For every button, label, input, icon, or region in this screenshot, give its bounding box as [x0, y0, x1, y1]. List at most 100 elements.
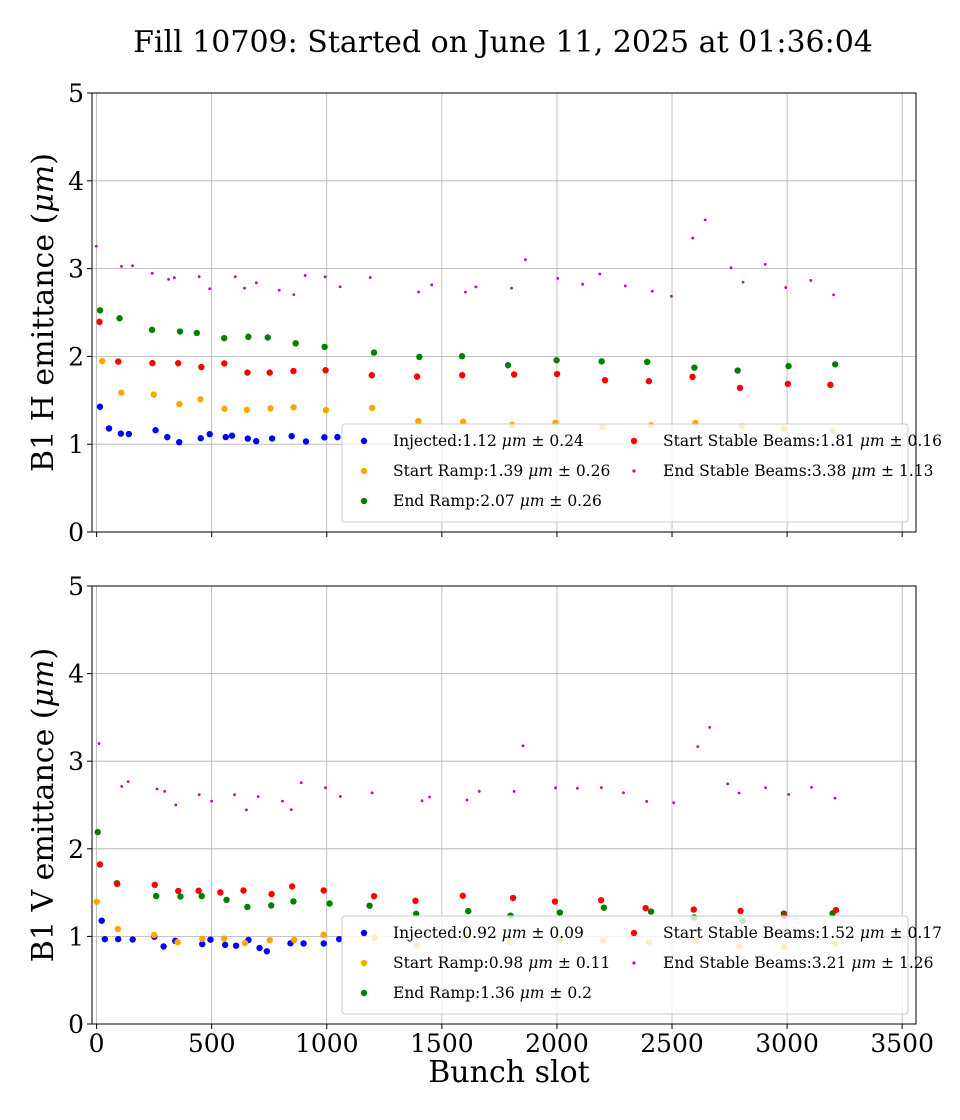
point-end-stable-beams: [464, 290, 467, 294]
legend-marker: [360, 497, 368, 505]
x-tick-label: 0: [89, 1029, 105, 1058]
y-tick-label: 2: [68, 835, 84, 864]
point-end-stable-beams: [556, 277, 560, 280]
point-start-stable-beams: [736, 384, 744, 392]
x-tick-label: 1500: [410, 1029, 474, 1058]
point-end-ramp: [148, 326, 156, 334]
point-end-stable-beams: [600, 786, 603, 790]
point-end-stable-beams: [97, 742, 101, 745]
point-injected: [302, 438, 310, 445]
point-end-ramp: [94, 828, 101, 836]
point-start-stable-beams: [509, 894, 517, 902]
point-end-stable-beams: [120, 784, 124, 788]
point-injected: [244, 435, 252, 442]
point-end-ramp: [366, 902, 373, 909]
x-tick-label: 3000: [755, 1029, 819, 1058]
point-end-stable-beams: [477, 789, 481, 793]
point-end-stable-beams: [832, 293, 835, 297]
y-axis-label: B1 H emittance (μm): [26, 153, 61, 472]
legend: Injected:1.12 μm ± 0.24 Start Ramp:1.39 μ…: [341, 423, 942, 523]
point-start-ramp: [199, 935, 206, 943]
point-end-stable-beams: [245, 808, 248, 812]
point-end-stable-beams: [338, 285, 342, 289]
point-end-stable-beams: [420, 799, 424, 803]
point-end-stable-beams: [120, 264, 123, 268]
point-injected: [129, 936, 136, 943]
point-end-ramp: [176, 328, 184, 335]
point-end-stable-beams: [299, 781, 303, 785]
point-end-ramp: [96, 307, 104, 314]
point-start-stable-beams: [149, 359, 156, 367]
point-end-stable-beams: [254, 281, 258, 285]
legend-label: End Stable Beams:3.21 μm ± 1.26: [663, 954, 933, 972]
point-injected: [335, 935, 343, 943]
legend-label: Start Ramp:1.39 μm ± 0.26: [393, 462, 610, 480]
point-start-ramp: [220, 935, 228, 942]
point-start-stable-beams: [412, 897, 419, 905]
legend-box: [341, 915, 909, 1015]
point-start-stable-beams: [827, 381, 834, 389]
point-injected: [101, 935, 109, 943]
point-end-stable-beams: [510, 286, 513, 290]
legend-marker: [360, 467, 368, 475]
point-start-ramp: [369, 404, 376, 412]
point-start-ramp: [267, 405, 274, 412]
legend-label: Injected:0.92 μm ± 0.09: [393, 924, 584, 942]
point-end-stable-beams: [810, 785, 813, 789]
figure-title: Fill 10709: Started on June 11, 2025 at …: [133, 25, 873, 60]
point-end-ramp: [153, 892, 160, 900]
legend-label: Start Stable Beams:1.81 μm ± 0.16: [663, 432, 942, 450]
point-start-stable-beams: [413, 373, 421, 380]
y-tick-label: 3: [68, 255, 84, 284]
point-end-ramp: [268, 902, 275, 909]
point-start-stable-beams: [645, 378, 653, 385]
point-end-stable-beams: [809, 279, 813, 282]
point-end-stable-beams: [243, 286, 246, 290]
point-start-stable-beams: [240, 887, 247, 894]
point-end-stable-beams: [256, 795, 260, 799]
point-start-ramp: [174, 938, 181, 946]
point-start-ramp: [241, 939, 249, 947]
point-end-stable-beams: [338, 795, 342, 798]
legend-marker: [632, 469, 636, 473]
point-injected: [175, 438, 183, 446]
point-start-stable-beams: [175, 887, 182, 895]
y-tick-label: 0: [68, 1010, 84, 1039]
y-tick-label: 5: [68, 572, 84, 601]
legend-label: Start Ramp:0.98 μm ± 0.11: [393, 954, 610, 972]
point-end-ramp: [647, 908, 655, 915]
point-start-stable-beams: [221, 360, 228, 367]
point-end-stable-beams: [150, 271, 154, 275]
x-axis-label: Bunch slot: [428, 1055, 589, 1090]
point-end-ramp: [244, 903, 251, 911]
point-end-ramp: [292, 340, 299, 347]
point-end-ramp: [556, 909, 564, 916]
point-injected: [320, 940, 327, 947]
point-end-stable-beams: [428, 795, 431, 799]
point-end-stable-beams: [126, 780, 130, 784]
point-end-ramp: [116, 315, 123, 322]
point-start-stable-beams: [195, 887, 202, 894]
point-end-ramp: [221, 334, 228, 342]
point-end-stable-beams: [554, 786, 557, 790]
point-start-ramp: [150, 931, 158, 939]
point-start-stable-beams: [290, 367, 297, 375]
point-start-ramp: [415, 417, 422, 425]
point-start-stable-beams: [322, 367, 329, 374]
y-tick-label: 2: [68, 342, 84, 371]
point-start-ramp: [290, 404, 297, 411]
point-start-stable-beams: [597, 897, 605, 904]
point-end-stable-beams: [576, 786, 579, 790]
point-end-ramp: [290, 898, 297, 905]
legend-marker: [630, 929, 638, 937]
point-start-ramp: [118, 389, 125, 396]
point-end-stable-beams: [764, 786, 767, 790]
point-start-stable-beams: [114, 880, 121, 888]
point-end-stable-beams: [524, 258, 527, 262]
point-end-stable-beams: [172, 276, 176, 280]
point-end-stable-beams: [465, 798, 469, 802]
legend-marker: [632, 961, 636, 965]
point-end-stable-beams: [737, 791, 741, 795]
x-tick-label: 2000: [525, 1029, 589, 1058]
